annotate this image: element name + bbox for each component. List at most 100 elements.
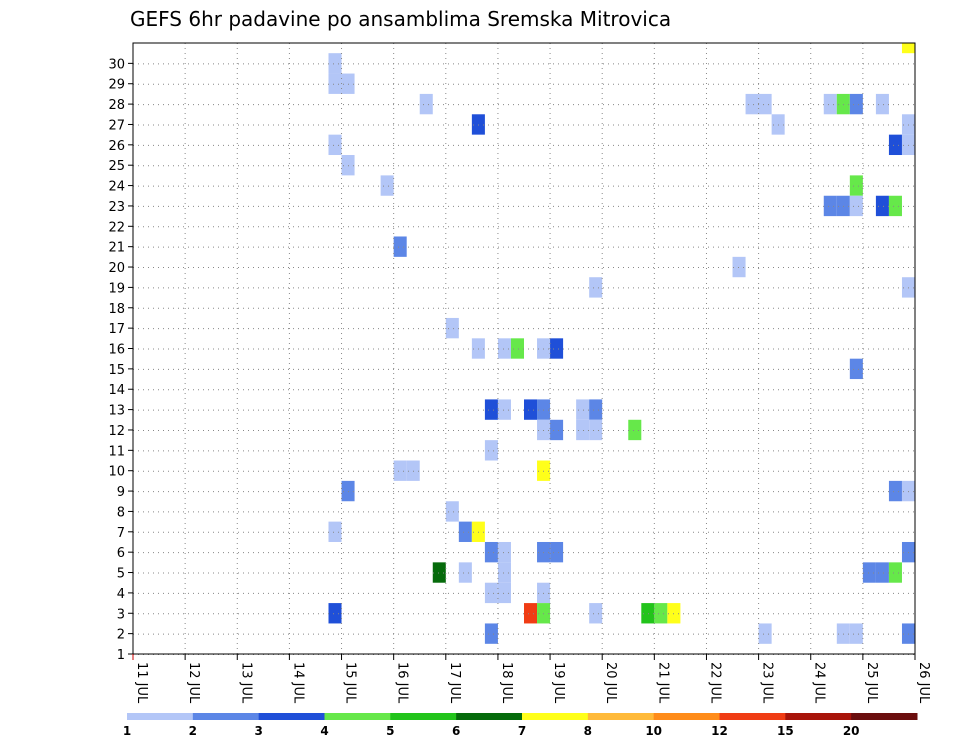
precip-cell [745, 93, 759, 115]
colorbar-label: 15 [777, 724, 794, 738]
precip-cell [836, 623, 850, 644]
y-tick-label: 25 [108, 159, 125, 174]
precip-cell [497, 338, 511, 359]
colorbar-swatch [522, 713, 589, 720]
precip-cell [445, 501, 459, 522]
precip-cell [484, 582, 498, 604]
precip-cell [589, 277, 603, 298]
precip-cell [849, 195, 863, 217]
precip-cell [823, 93, 837, 115]
precip-cell [328, 73, 342, 94]
precip-cell [888, 195, 902, 217]
precip-cell [589, 603, 603, 624]
precip-cell [484, 399, 498, 420]
y-tick-label: 3 [117, 607, 125, 622]
precip-cell [537, 399, 551, 420]
y-tick-label: 20 [108, 261, 125, 276]
y-tick-label: 28 [108, 98, 125, 113]
precip-cell [641, 603, 655, 624]
precip-cell [875, 93, 889, 115]
y-tick-label: 9 [117, 485, 125, 500]
x-tick-label: 21 JUL [655, 662, 670, 704]
precip-cell [849, 623, 863, 644]
colorbar-swatch [258, 713, 325, 720]
y-tick-label: 10 [108, 465, 125, 480]
x-tick-label: 17 JUL [447, 662, 462, 704]
precip-cell [537, 541, 551, 563]
precip-cells [328, 43, 915, 644]
precip-cell [732, 256, 746, 278]
precip-cell [445, 317, 459, 339]
precip-cell [497, 541, 511, 563]
precip-cell [667, 603, 681, 624]
precip-cell [537, 603, 551, 624]
precip-cell [628, 419, 642, 441]
y-tick-label: 15 [108, 363, 125, 378]
precip-cell [328, 521, 342, 542]
precip-cell [901, 480, 915, 502]
x-tick-label: 23 JUL [760, 662, 775, 704]
colorbar-label: 7 [518, 724, 526, 738]
precip-cell [497, 399, 511, 420]
colorbar-legend: 1 2 3 4 5 6 7 8 10 12 15 20 [123, 713, 918, 738]
precip-cell [380, 175, 394, 196]
precip-cell [888, 562, 902, 583]
precip-cell [654, 603, 668, 624]
precip-cell [458, 562, 472, 583]
x-tick-label: 26 JUL [916, 662, 931, 704]
precip-cell [471, 521, 485, 542]
colorbar-swatch [324, 713, 391, 720]
precip-cell [484, 541, 498, 563]
precip-cell [875, 195, 889, 217]
y-tick-label: 14 [108, 383, 125, 398]
colorbar-label: 1 [123, 724, 131, 738]
y-tick-label: 12 [108, 424, 125, 439]
y-tick-label: 5 [117, 567, 125, 582]
colorbar-label: 3 [254, 724, 262, 738]
colorbar-label: 12 [711, 724, 728, 738]
precip-cell [510, 338, 524, 359]
precip-cell [393, 460, 407, 481]
colorbar-swatch [785, 713, 852, 720]
precip-cell [589, 399, 603, 420]
precip-cell [849, 93, 863, 115]
precip-cell [849, 358, 863, 380]
x-tick-label: 20 JUL [603, 662, 618, 704]
colorbar-label: 5 [386, 724, 394, 738]
precip-cell [576, 399, 590, 420]
grid-lines [133, 43, 915, 655]
y-tick-label: 26 [108, 139, 125, 154]
colorbar-label: 2 [189, 724, 197, 738]
y-tick-label: 17 [108, 322, 125, 337]
precip-cell [484, 623, 498, 644]
precip-cell [758, 93, 772, 115]
y-tick-label: 23 [108, 200, 125, 215]
colorbar-swatch [390, 713, 457, 720]
colorbar-swatch [719, 713, 786, 720]
x-tick-label: 22 JUL [707, 662, 722, 704]
x-tick-label: 14 JUL [290, 662, 305, 704]
y-tick-label: 7 [117, 526, 125, 541]
colorbar-swatch [192, 713, 260, 720]
y-tick-label: 6 [117, 546, 125, 561]
colorbar-label: 4 [320, 724, 328, 738]
y-tick-label: 22 [108, 220, 125, 235]
y-tick-label: 27 [108, 118, 125, 133]
precip-cell [901, 43, 915, 54]
y-tick-label: 24 [108, 180, 125, 195]
x-tick-label: 16 JUL [395, 662, 410, 704]
precip-cell [888, 134, 902, 156]
precip-cell [471, 114, 485, 135]
colorbar-swatch [851, 713, 918, 720]
precip-cell [497, 562, 511, 583]
colorbar-swatch [587, 713, 655, 720]
y-tick-label: 18 [108, 302, 125, 317]
y-tick-label: 19 [108, 281, 125, 296]
precip-cell [550, 419, 564, 441]
x-tick-label: 19 JUL [551, 662, 566, 704]
precip-cell [419, 93, 433, 115]
precip-cell [497, 582, 511, 604]
y-tick-label: 11 [108, 444, 125, 459]
y-axis: 1234567891011121314151617181920212223242… [108, 57, 133, 663]
x-tick-label: 15 JUL [343, 662, 358, 704]
